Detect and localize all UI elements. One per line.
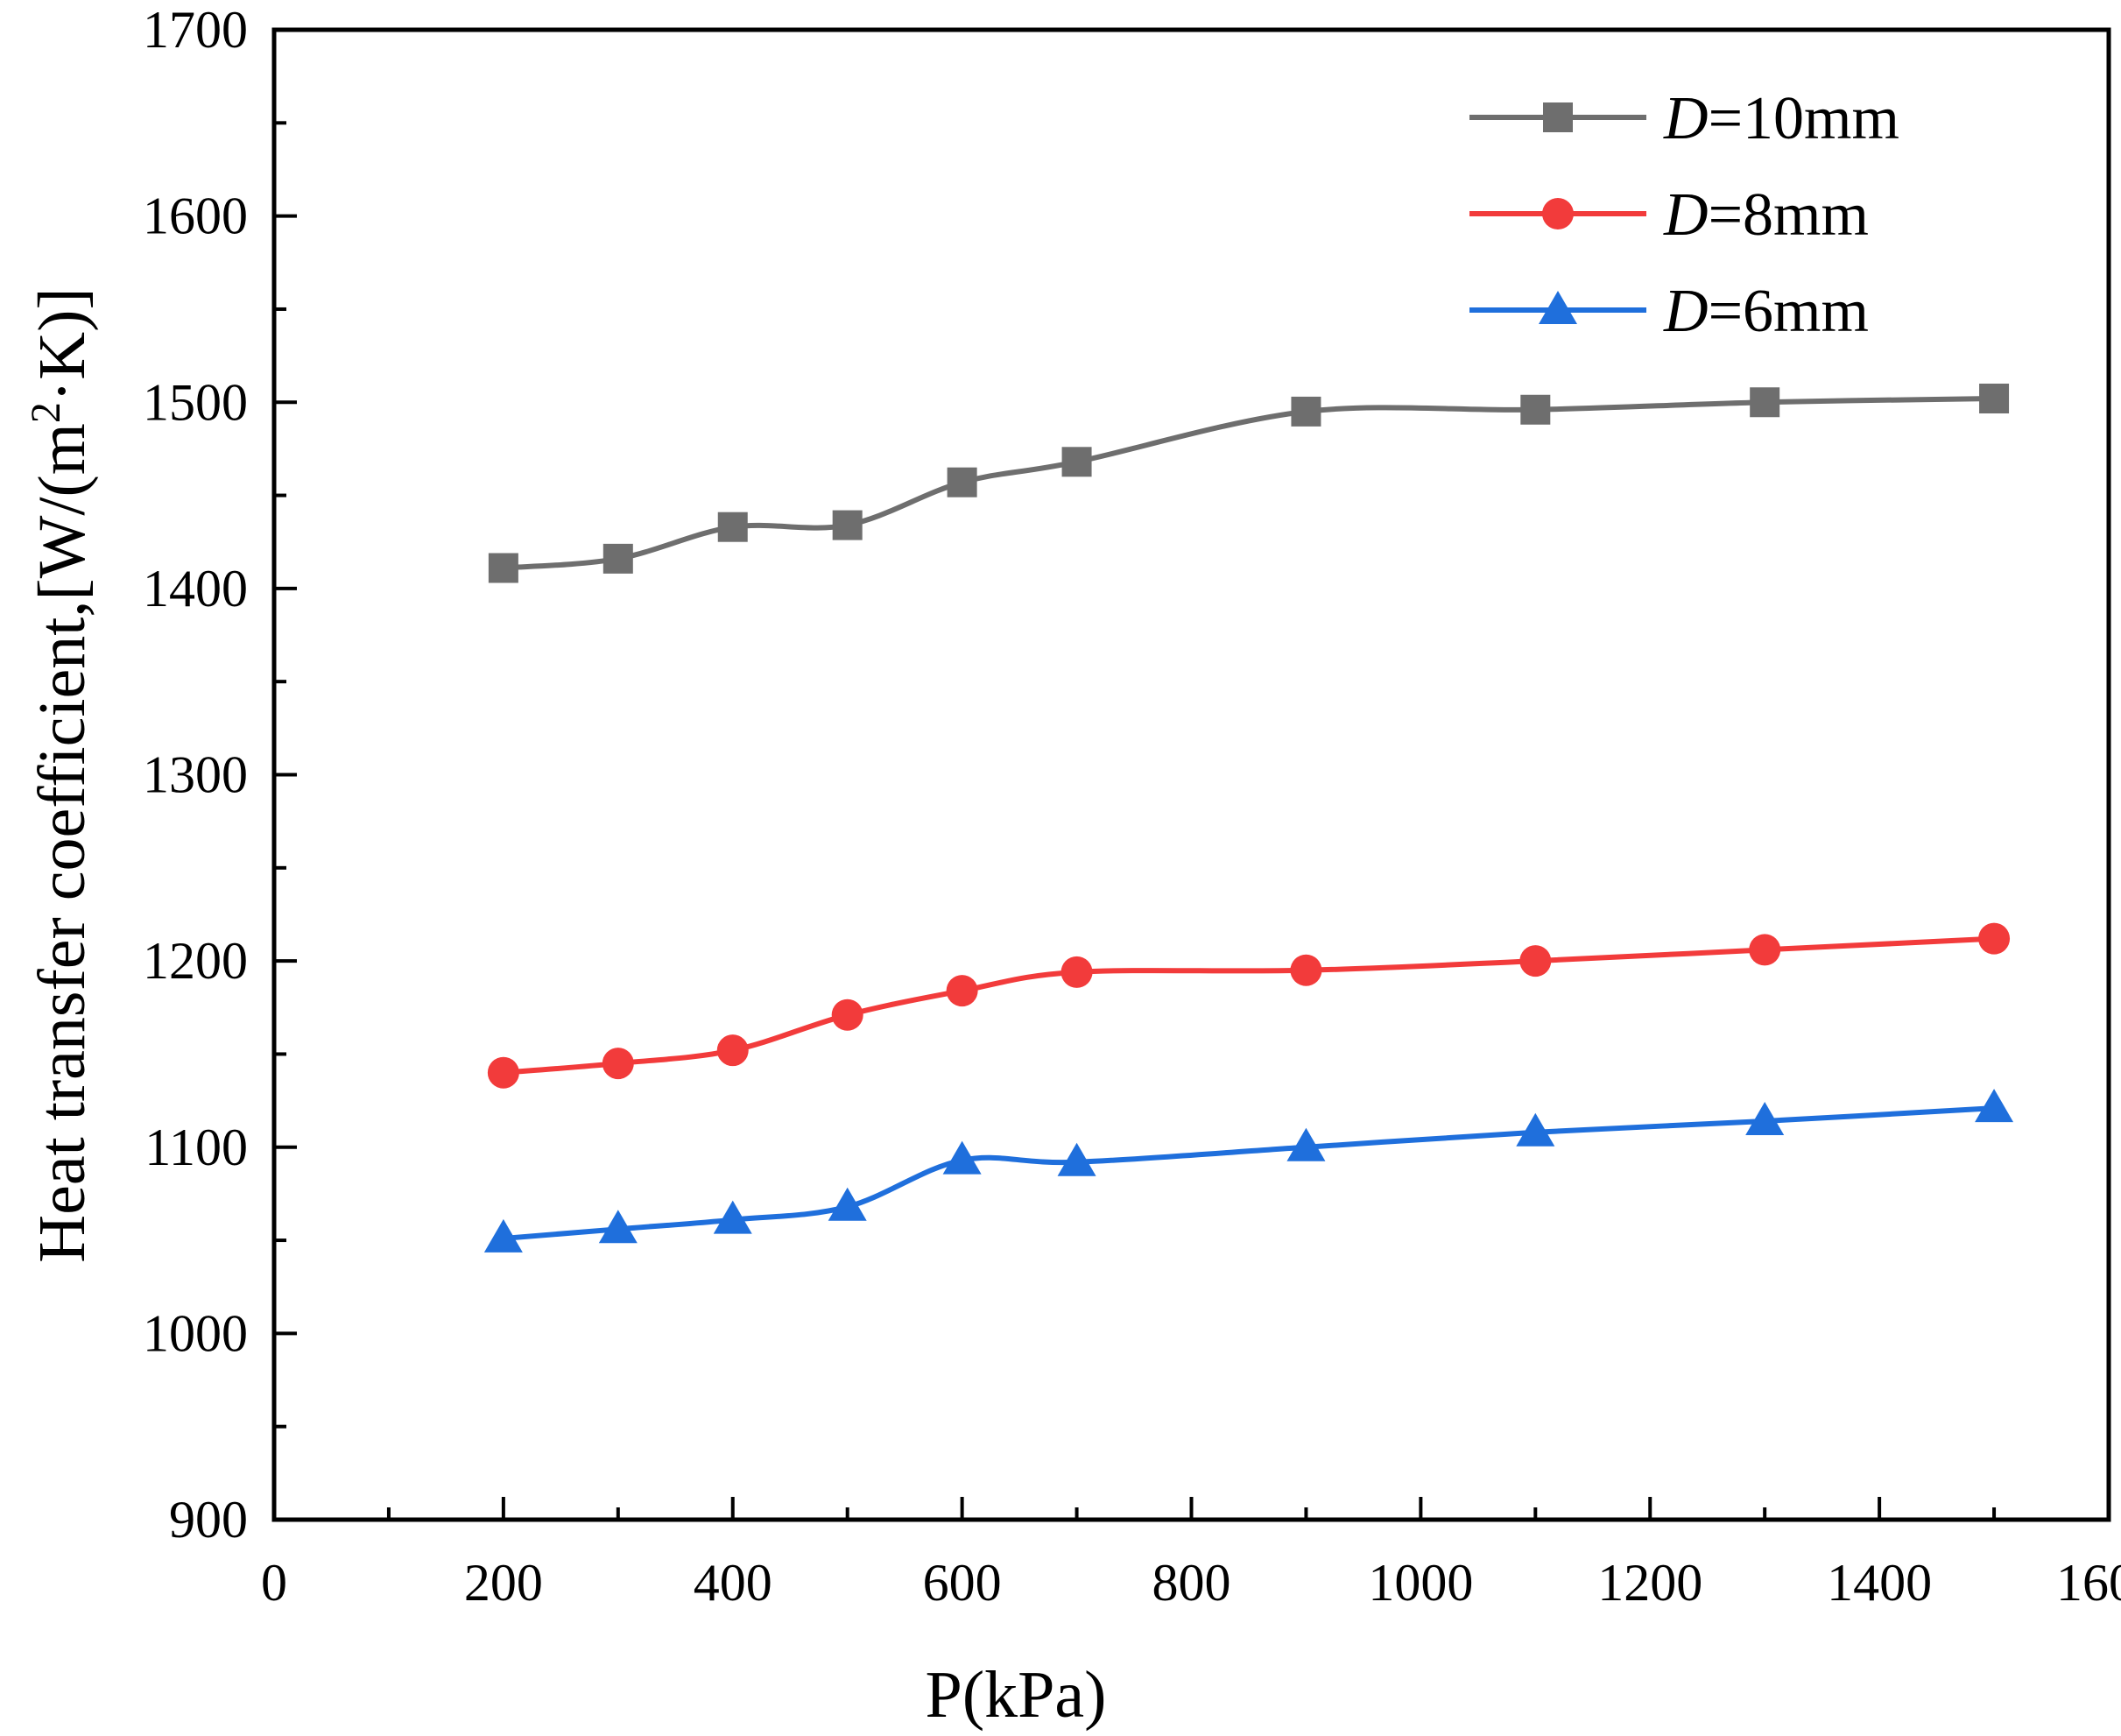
data-point <box>947 467 977 498</box>
series-line <box>503 935 1995 1076</box>
y-tick-label: 900 <box>169 1491 248 1549</box>
series-8mm <box>487 922 2011 1089</box>
data-point <box>828 1187 867 1221</box>
legend-label-rest: =10mm <box>1709 85 1899 152</box>
x-tick-label: 800 <box>1152 1554 1231 1612</box>
data-point <box>1975 1089 2014 1123</box>
legend-label: D=10mm <box>1663 85 1899 152</box>
data-point <box>1978 922 2011 955</box>
x-tick-label: 1600 <box>2056 1554 2121 1612</box>
legend-label-rest: =8mm <box>1709 181 1869 249</box>
legend-label-rest: =6mm <box>1709 278 1869 345</box>
data-point <box>946 975 978 1007</box>
y-tick-label: 1700 <box>143 1 248 59</box>
x-tick-label: 1200 <box>1597 1554 1702 1612</box>
legend-marker <box>1542 198 1574 229</box>
legend-label-italic: D <box>1663 278 1709 345</box>
data-point <box>1060 956 1093 988</box>
series-6mm <box>483 1089 2014 1253</box>
series-line <box>503 1105 1995 1241</box>
legend-label-italic: D <box>1663 181 1709 249</box>
data-point <box>1290 954 1322 986</box>
y-tick-label: 1300 <box>143 746 248 804</box>
data-point <box>1520 394 1551 425</box>
axes-layer: 0 200 400 600 800 1000 1200 1400 1600 900 1000 1100… <box>143 1 2121 1612</box>
y-axis-title-superscript: 2 <box>23 402 69 423</box>
y-tick-label: 1500 <box>143 373 248 431</box>
data-point <box>488 553 518 583</box>
x-tick-label: 0 <box>261 1554 287 1612</box>
x-tick-label: 200 <box>464 1554 543 1612</box>
y-tick-label: 1100 <box>144 1119 248 1176</box>
data-point <box>1745 1101 1785 1135</box>
data-point <box>1057 1142 1096 1176</box>
y-tick-label: 1400 <box>143 560 248 617</box>
legend-marker <box>1539 291 1577 324</box>
data-point <box>602 1048 634 1080</box>
data-point <box>1750 387 1780 418</box>
legend-entry: D=8mm <box>1469 181 1869 249</box>
data-point <box>1516 1112 1555 1147</box>
x-tick-label: 1400 <box>1827 1554 1932 1612</box>
x-tick-label: 600 <box>923 1554 1002 1612</box>
data-point <box>1061 447 1092 477</box>
x-tick-label: 1000 <box>1368 1554 1473 1612</box>
series-10mm <box>488 383 2010 583</box>
data-point <box>832 510 863 540</box>
legend-label-italic: D <box>1663 85 1709 152</box>
y-tick-label: 1200 <box>143 932 248 990</box>
y-axis-title: Heat transfer coefficient,[W/(m2·K)] <box>23 287 99 1262</box>
data-point <box>1286 1127 1326 1161</box>
data-point <box>831 999 863 1031</box>
data-point <box>1749 934 1781 966</box>
data-point <box>716 1034 749 1067</box>
legend-entry: D=10mm <box>1469 85 1899 152</box>
y-tick-label: 1000 <box>143 1304 248 1362</box>
y-axis-title-suffix: ·K)] <box>25 287 99 402</box>
data-point <box>602 543 633 574</box>
data-point <box>717 512 748 542</box>
legend-entry: D=6mm <box>1469 278 1869 345</box>
series-layer <box>483 383 2014 1253</box>
legend-label: D=8mm <box>1663 181 1869 249</box>
legend-marker <box>1543 102 1573 132</box>
y-axis-title-prefix: Heat transfer coefficient,[W/(m <box>25 423 99 1263</box>
data-point <box>1291 396 1321 427</box>
data-point <box>1979 383 2010 413</box>
x-axis-title: P(kPa) <box>926 1658 1107 1732</box>
data-point <box>942 1140 982 1175</box>
plot-frame <box>271 27 2111 1522</box>
data-point <box>1519 945 1552 977</box>
data-point <box>713 1200 752 1234</box>
legend-label: D=6mm <box>1663 278 1869 345</box>
data-point <box>598 1210 638 1244</box>
data-point <box>483 1218 523 1253</box>
y-tick-label: 1600 <box>143 187 248 245</box>
x-tick-label: 400 <box>694 1554 772 1612</box>
series-line <box>503 395 1995 571</box>
data-point <box>487 1056 519 1089</box>
